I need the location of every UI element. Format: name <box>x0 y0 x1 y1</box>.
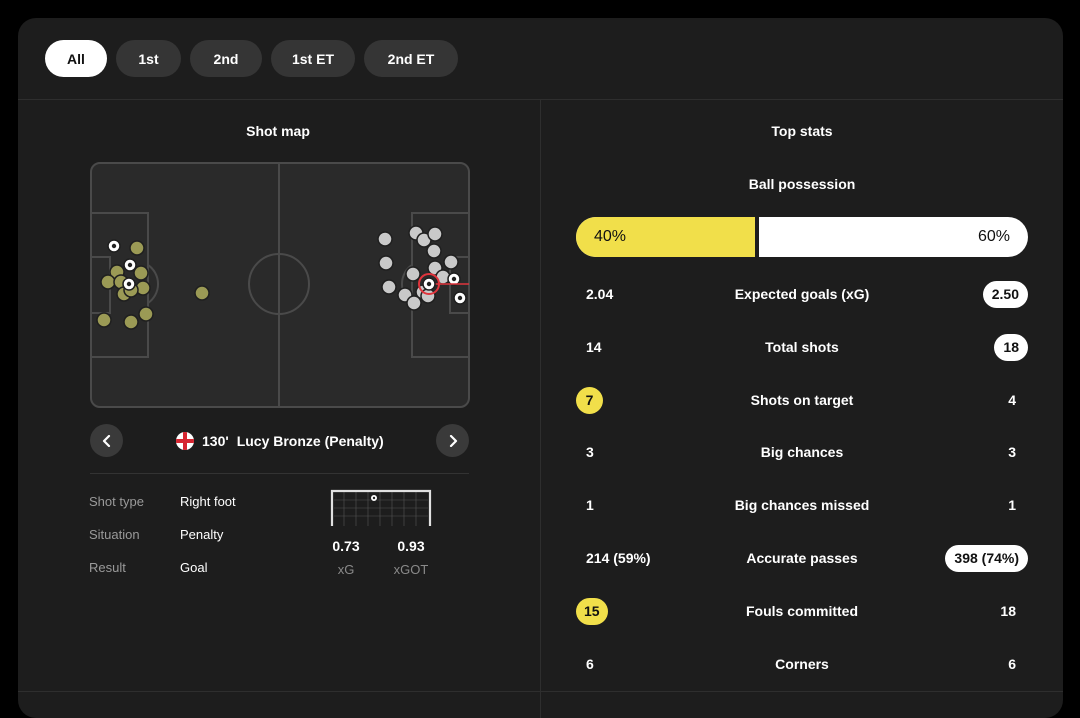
stat-row: Big chances missed 1 1 <box>576 492 1028 520</box>
header-divider <box>18 99 1063 100</box>
result-value: Goal <box>180 560 208 575</box>
possession-label: Ball possession <box>748 176 856 192</box>
tab-2nd-et[interactable]: 2nd ET <box>364 40 458 77</box>
possession-separator <box>755 217 759 257</box>
stat-home-value: 14 <box>586 339 602 355</box>
selected-shot-marker[interactable] <box>418 273 469 295</box>
xgot-label: xGOT <box>393 562 429 577</box>
footer-divider <box>18 691 1063 692</box>
stat-label: Total shots <box>765 339 839 355</box>
stat-label: Accurate passes <box>746 550 858 566</box>
shot-map-title: Shot map <box>246 123 310 139</box>
stat-away-value: 3 <box>1008 444 1016 460</box>
possession-away-value: 60% <box>977 228 1010 245</box>
xg-value: 0.73 <box>332 538 360 554</box>
top-stats-title: Top stats <box>771 123 833 139</box>
home-shot[interactable] <box>123 314 139 330</box>
away-shot[interactable] <box>378 255 394 271</box>
stat-row: Corners 6 6 <box>576 651 1028 679</box>
ball-icon <box>370 494 378 502</box>
stat-away-value: 18 <box>1000 603 1016 619</box>
away-shot[interactable] <box>381 279 397 295</box>
shot-minute: 130' <box>202 433 229 449</box>
home-shot[interactable] <box>194 285 210 301</box>
stat-row: Expected goals (xG) 2.04 2.50 <box>576 281 1028 309</box>
away-shot[interactable] <box>427 226 443 242</box>
goal-frame-diagram <box>330 489 432 526</box>
stat-label: Fouls committed <box>745 603 858 619</box>
possession-home-value: 40% <box>594 228 627 245</box>
stat-label: Big chances <box>760 444 844 460</box>
stat-away-value: 6 <box>1008 656 1016 672</box>
tab-1st[interactable]: 1st <box>116 40 181 77</box>
selected-shot-label: 130' Lucy Bronze (Penalty) <box>176 431 384 451</box>
chevron-right-icon <box>449 434 457 447</box>
period-tabs: All 1st 2nd 1st ET 2nd ET <box>45 40 458 77</box>
tab-all[interactable]: All <box>45 40 107 77</box>
stat-home-value: 15 <box>576 598 608 625</box>
tab-1st-et[interactable]: 1st ET <box>271 40 355 77</box>
stat-label: Big chances missed <box>734 497 870 513</box>
result-label: Result <box>89 560 126 575</box>
home-goal-icon[interactable] <box>107 239 137 291</box>
stat-row: Shots on target 7 4 <box>576 387 1028 415</box>
stat-label: Shots on target <box>750 392 854 408</box>
home-shot[interactable] <box>133 265 149 281</box>
away-shot[interactable] <box>443 254 459 270</box>
stat-row: Big chances 3 3 <box>576 439 1028 467</box>
away-shot[interactable] <box>426 243 442 259</box>
stat-away-value: 398 (74%) <box>945 545 1028 572</box>
stat-away-value: 4 <box>1008 392 1016 408</box>
shot-detail-divider <box>90 473 469 474</box>
stat-away-value: 2.50 <box>982 281 1028 308</box>
shot-map-pitch[interactable] <box>90 162 470 408</box>
possession-bar: 40% 60% <box>576 217 1028 257</box>
stat-row: Total shots 14 18 <box>576 334 1028 362</box>
xgot-value: 0.93 <box>397 538 425 554</box>
column-divider <box>540 100 541 718</box>
chevron-left-icon <box>102 434 110 447</box>
home-shot[interactable] <box>129 240 145 256</box>
stat-away-value: 1 <box>1008 497 1016 513</box>
previous-shot-button[interactable] <box>90 424 123 457</box>
stat-home-value: 3 <box>586 444 594 460</box>
next-shot-button[interactable] <box>436 424 469 457</box>
home-shot[interactable] <box>100 274 116 290</box>
england-flag-icon <box>176 432 194 450</box>
stat-home-value: 2.04 <box>586 286 614 302</box>
away-shot[interactable] <box>377 231 393 247</box>
stat-home-value: 7 <box>576 387 603 414</box>
tab-2nd[interactable]: 2nd <box>190 40 262 77</box>
situation-value: Penalty <box>180 527 224 542</box>
shot-type-label: Shot type <box>89 494 144 509</box>
stat-home-value: 214 (59%) <box>586 550 651 566</box>
away-shot[interactable] <box>405 266 421 282</box>
home-shot[interactable] <box>96 312 112 328</box>
xg-label: xG <box>337 562 355 577</box>
home-shot[interactable] <box>138 306 154 322</box>
stat-away-value: 18 <box>994 334 1028 361</box>
stat-row: Fouls committed 15 18 <box>576 598 1028 626</box>
match-stats-card: All 1st 2nd 1st ET 2nd ET Shot map <box>18 18 1063 718</box>
stat-home-value: 1 <box>586 497 594 513</box>
away-goal-icon[interactable] <box>447 272 467 305</box>
shot-type-value: Right foot <box>180 494 236 509</box>
situation-label: Situation <box>89 527 140 542</box>
stat-home-value: 6 <box>586 656 594 672</box>
stat-row: Accurate passes 214 (59%) 398 (74%) <box>576 545 1028 573</box>
shot-player: Lucy Bronze (Penalty) <box>236 433 384 449</box>
away-shot[interactable] <box>406 295 422 311</box>
possession-home-fill <box>576 217 757 257</box>
stat-label: Expected goals (xG) <box>734 286 870 302</box>
stat-label: Corners <box>775 656 829 672</box>
